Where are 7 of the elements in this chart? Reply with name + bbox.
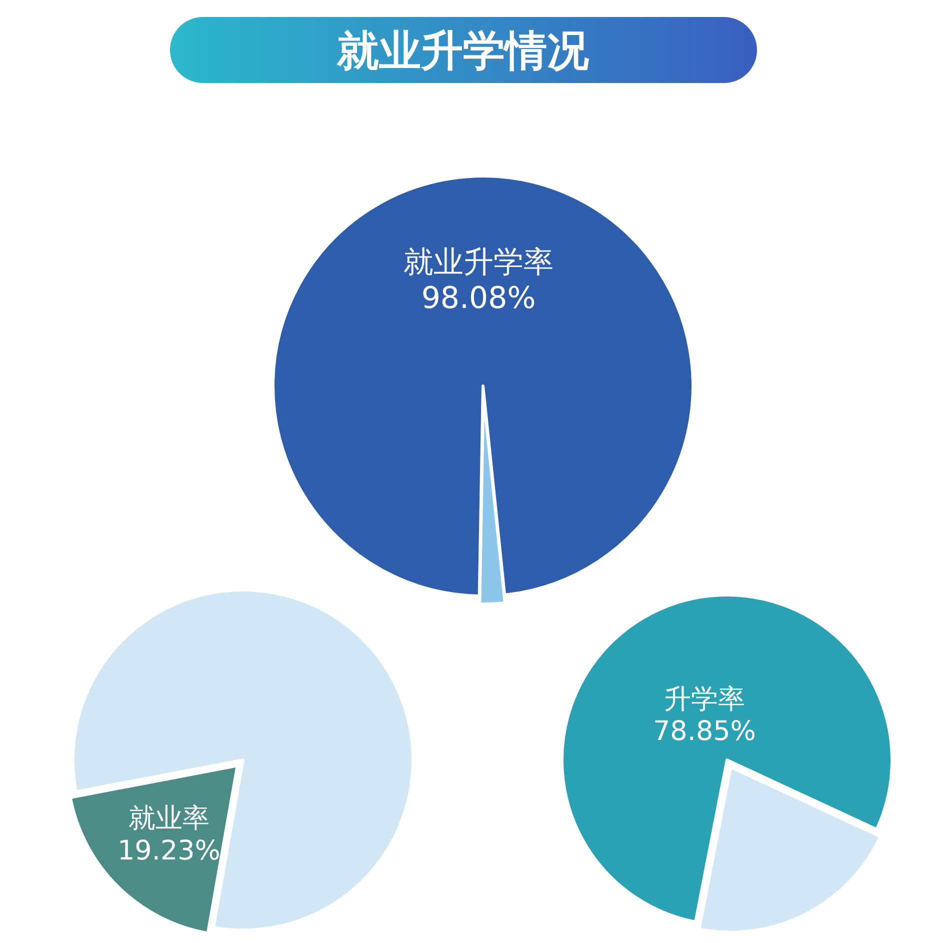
data-label: 98.08% <box>421 281 536 316</box>
slice-label: 就业升学率 <box>404 245 554 280</box>
chart-title: 就业升学情况 <box>336 26 589 75</box>
slice-label: 就业率 <box>128 802 210 834</box>
slice-label: 升学率 <box>664 684 745 715</box>
data-label: 78.85% <box>652 716 756 748</box>
data-label: 19.23% <box>118 835 220 866</box>
